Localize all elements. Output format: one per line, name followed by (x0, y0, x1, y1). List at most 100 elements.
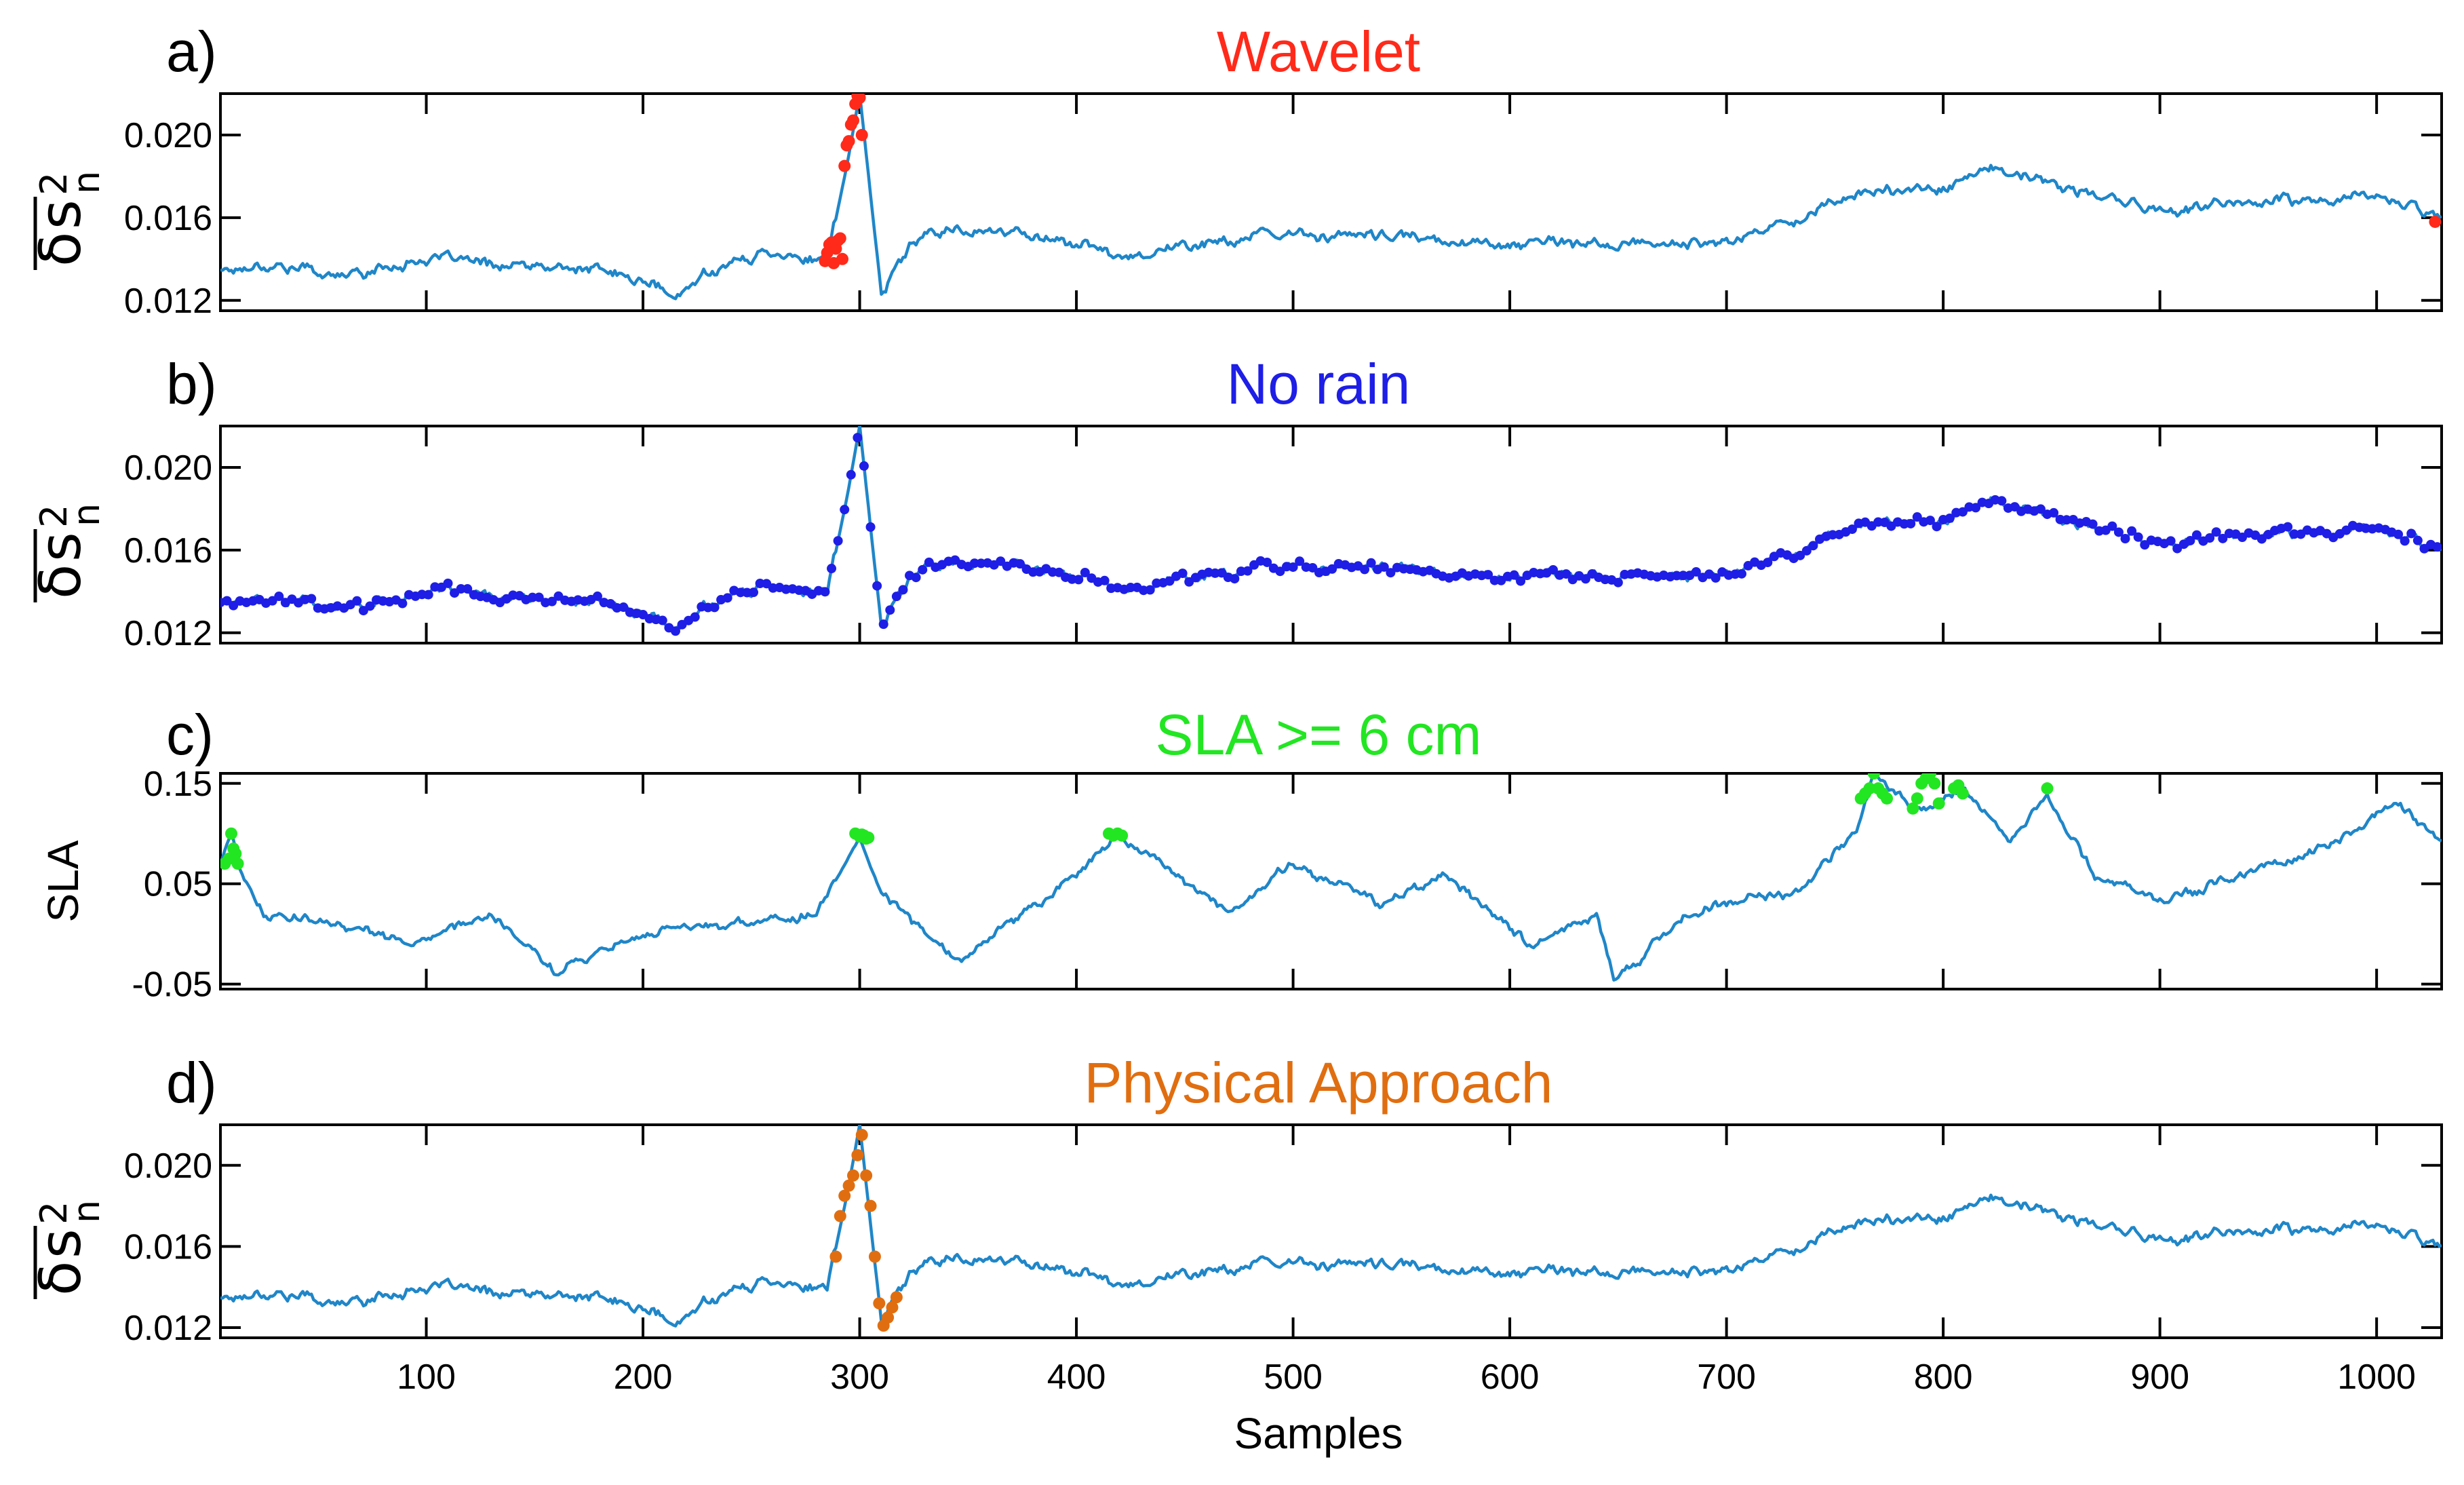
data-point (1957, 507, 1968, 517)
highlight-point (836, 252, 848, 265)
data-point (443, 578, 453, 588)
data-point (1054, 567, 1064, 577)
data-point (307, 594, 317, 604)
highlight-point (1116, 829, 1129, 842)
highlight-point (846, 1169, 859, 1182)
data-point (1763, 558, 1773, 568)
y-tick-label: 0.15 (144, 765, 212, 804)
data-point (891, 592, 901, 602)
y-axis-label: δs 2n (27, 503, 108, 602)
highlight-point (229, 847, 242, 860)
y-tick-label: -0.05 (132, 965, 212, 1005)
data-point (1678, 571, 1688, 581)
y-label-sup: 2 (33, 1201, 75, 1224)
data-point (1243, 566, 1253, 576)
y-label-var: s (27, 532, 94, 562)
data-point (1691, 566, 1701, 577)
panel-3: c) SLA >= 6 cm SLA -0.05 0.05 0.15 (39, 703, 2443, 1005)
data-point (1177, 568, 1188, 579)
data-point (924, 557, 934, 567)
y-tick-label: 0.016 (124, 199, 212, 238)
data-point (1230, 574, 1240, 584)
x-tick-label: 100 (397, 1357, 456, 1397)
panel-2: b) No rain δs 2n 0.012 0.016 0.020 (27, 352, 2443, 653)
data-point (2107, 521, 2117, 531)
data-point (1801, 545, 1812, 556)
highlight-point (1863, 782, 1876, 795)
data-point (1847, 524, 1857, 535)
data-point (2113, 527, 2124, 537)
data-point (865, 522, 876, 532)
x-tick-label: 400 (1047, 1357, 1106, 1397)
data-point (1906, 518, 1916, 528)
highlight-point (1911, 792, 1923, 805)
data-point (1613, 577, 1623, 587)
highlight-point (846, 114, 859, 127)
data-point (918, 564, 928, 575)
highlight-point (842, 135, 855, 148)
highlight-point (868, 1250, 881, 1263)
y-tick-label: 0.020 (124, 1146, 212, 1186)
x-tick-label: 200 (614, 1357, 673, 1397)
data-point (722, 593, 732, 603)
y-label-sup: 2 (33, 172, 75, 195)
x-tick-label: 700 (1697, 1357, 1756, 1397)
data-point (820, 587, 830, 597)
highlight-point (860, 1169, 873, 1182)
y-tick-label: 0.012 (124, 1309, 212, 1348)
data-point (1808, 541, 1818, 551)
data-point (846, 469, 856, 480)
data-point (1912, 512, 1922, 522)
panel-title: Physical Approach (1084, 1051, 1552, 1115)
x-tick-label: 1000 (2337, 1357, 2416, 1397)
data-point (1509, 570, 1519, 580)
series-line (220, 1125, 2442, 1328)
highlight-point (1932, 797, 1945, 810)
data-point (2393, 529, 2404, 539)
data-point (859, 461, 869, 471)
data-point (222, 596, 232, 606)
highlight-point (829, 1250, 842, 1263)
plot-frame (219, 772, 2443, 990)
data-point (2088, 519, 2098, 529)
data-point (1074, 575, 1084, 585)
data-point (1360, 564, 1370, 575)
data-point (1379, 562, 1389, 572)
plot-frame (219, 1123, 2443, 1339)
y-label-var: s (27, 199, 94, 229)
highlight-point (1928, 777, 1941, 790)
plot-area (220, 773, 2442, 982)
panel-1: a) Wavelet δs 2n 0.012 0.016 0.020 (27, 20, 2443, 321)
data-point (1561, 569, 1571, 579)
data-point (2211, 527, 2221, 537)
y-tick-label: 0.016 (124, 531, 212, 571)
data-point (1080, 567, 1090, 577)
x-tick-label: 600 (1481, 1357, 1540, 1397)
y-label-delta: δ (27, 232, 94, 267)
data-point (1997, 496, 2007, 506)
plot-area (220, 94, 2442, 301)
data-point (456, 584, 466, 594)
x-tick-label: 800 (1914, 1357, 1973, 1397)
highlight-point (838, 1189, 851, 1202)
data-point (2205, 533, 2215, 543)
highlight-point (834, 232, 846, 245)
data-point (1483, 570, 1493, 580)
data-point (1548, 564, 1558, 575)
data-point (1580, 574, 1590, 584)
data-point (2218, 533, 2228, 543)
data-point (2127, 526, 2137, 536)
series-line (220, 94, 2442, 301)
highlight-point (855, 128, 868, 141)
data-point (547, 596, 557, 606)
data-point (1932, 522, 1942, 532)
data-point (1366, 558, 1376, 568)
data-point (1516, 576, 1526, 586)
y-axis-label: SLA (39, 840, 87, 922)
highlight-point (1906, 802, 1919, 815)
data-point (996, 556, 1006, 566)
data-point (911, 573, 921, 583)
data-point (2120, 534, 2130, 544)
highlight-point (2429, 215, 2442, 228)
